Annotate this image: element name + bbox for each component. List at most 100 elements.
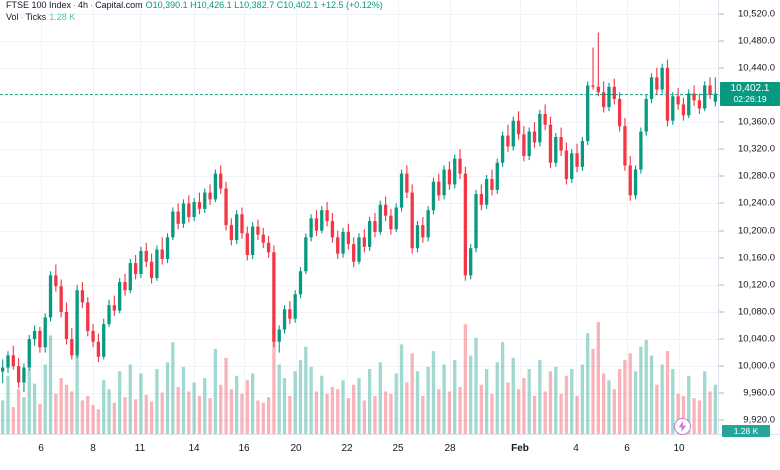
- volume-bar: [410, 353, 414, 434]
- candle-body: [421, 225, 425, 238]
- time-tick-label: 6: [624, 443, 630, 454]
- volume-bar: [11, 407, 15, 434]
- volume-bar: [304, 346, 308, 434]
- candle-body: [469, 248, 473, 276]
- price-tick-label: 10,320.0: [738, 143, 775, 155]
- candle-body: [32, 330, 37, 340]
- volume-bar: [474, 337, 478, 434]
- candle-body: [463, 173, 468, 276]
- time-tick-label: 16: [238, 443, 250, 454]
- candle-body: [288, 309, 292, 319]
- volume-bar: [224, 357, 228, 434]
- volume-bar: [405, 382, 409, 434]
- candle-body: [697, 100, 702, 109]
- candle-body: [511, 120, 515, 147]
- volume-bar: [266, 397, 271, 434]
- volume-bar: [713, 384, 717, 434]
- candle-body: [341, 231, 345, 254]
- candle-body: [160, 249, 164, 260]
- volume-bar: [80, 400, 85, 434]
- price-tick-mark: [719, 338, 724, 340]
- candle-body: [48, 275, 53, 318]
- volume-bar: [165, 362, 170, 434]
- candle-body: [245, 233, 249, 255]
- price-axis[interactable]: 10,402.1 02:26:19 10,520.0 10,480.0 10,440…: [718, 0, 780, 434]
- candle-body: [80, 290, 85, 303]
- volume-bar: [596, 322, 600, 434]
- candle-body: [64, 311, 69, 340]
- candle-body: [655, 77, 659, 90]
- grid-line-horizontal: [0, 176, 718, 178]
- volume-bar: [330, 386, 335, 434]
- candle-body: [213, 173, 218, 200]
- price-tick-label: 9,960.0: [743, 387, 775, 399]
- time-tick-label: 8: [90, 443, 96, 454]
- volume-bar: [245, 380, 249, 434]
- volume-bar: [458, 386, 462, 434]
- candle-body: [139, 250, 143, 274]
- candle-body: [282, 309, 287, 330]
- price-tick-label: 10,040.0: [738, 333, 775, 345]
- volume-bar: [144, 394, 148, 434]
- price-tick-mark: [719, 121, 724, 123]
- grid-line-vertical: [398, 0, 399, 434]
- volume-bar: [320, 375, 324, 434]
- volume-bar: [32, 383, 37, 434]
- candle-body: [59, 286, 63, 312]
- grid-line-horizontal: [0, 67, 718, 69]
- candle-body: [415, 225, 420, 249]
- grid-line-horizontal: [0, 13, 718, 15]
- candle-body: [628, 165, 632, 196]
- price-tick-mark: [719, 202, 724, 204]
- candle-body: [708, 85, 712, 95]
- candle-body: [38, 330, 42, 348]
- candle-body: [485, 179, 489, 205]
- candle-body: [22, 367, 26, 383]
- current-price-line: [0, 93, 718, 95]
- lightning-bolt-icon[interactable]: [674, 418, 691, 435]
- candle-body: [591, 85, 595, 87]
- volume-bar: [16, 389, 21, 434]
- price-tick-label: 10,000.0: [738, 360, 775, 372]
- volume-bar: [660, 364, 664, 434]
- candle-body: [383, 204, 388, 216]
- price-tick-label: 10,520.0: [738, 8, 775, 20]
- candle-body: [660, 67, 664, 90]
- price-tick-label: 10,080.0: [738, 306, 775, 318]
- candle-body: [522, 134, 526, 156]
- volume-bar: [325, 393, 329, 434]
- candle-body: [623, 126, 627, 166]
- volume-bar: [123, 397, 127, 434]
- volume-bar: [548, 371, 553, 434]
- candle-wick: [597, 32, 599, 97]
- candle-body: [633, 169, 638, 196]
- time-tick-label: 11: [134, 443, 146, 454]
- candle-body: [612, 86, 616, 100]
- candle-body: [447, 169, 452, 185]
- volume-bar: [580, 364, 585, 434]
- volume-bar: [532, 395, 537, 434]
- candle-body: [54, 275, 58, 287]
- volume-bar: [586, 333, 590, 434]
- time-axis[interactable]: 6 8 11 14 16 20 22 25 28 Feb 4 6 10: [0, 434, 780, 470]
- time-tick-label: 20: [290, 443, 302, 454]
- candle-body: [240, 214, 244, 234]
- grid-line-horizontal: [0, 122, 718, 124]
- grid-line-vertical: [627, 0, 628, 434]
- volume-bar: [176, 386, 180, 434]
- price-tick-mark: [719, 419, 724, 421]
- candle-body: [197, 202, 202, 209]
- candle-wick: [714, 77, 716, 107]
- time-tick-label: 4: [573, 443, 579, 454]
- volume-bar: [399, 344, 404, 434]
- candle-body: [543, 113, 547, 125]
- price-tick-label: 10,160.0: [738, 252, 775, 264]
- grid-line-vertical: [347, 0, 348, 434]
- candle-body: [671, 96, 675, 121]
- grid-line-horizontal: [0, 339, 718, 341]
- volume-bar: [75, 330, 79, 434]
- chart-plot-area[interactable]: [0, 0, 718, 434]
- price-tick-label: 10,200.0: [738, 225, 775, 237]
- price-tick-mark: [719, 365, 724, 367]
